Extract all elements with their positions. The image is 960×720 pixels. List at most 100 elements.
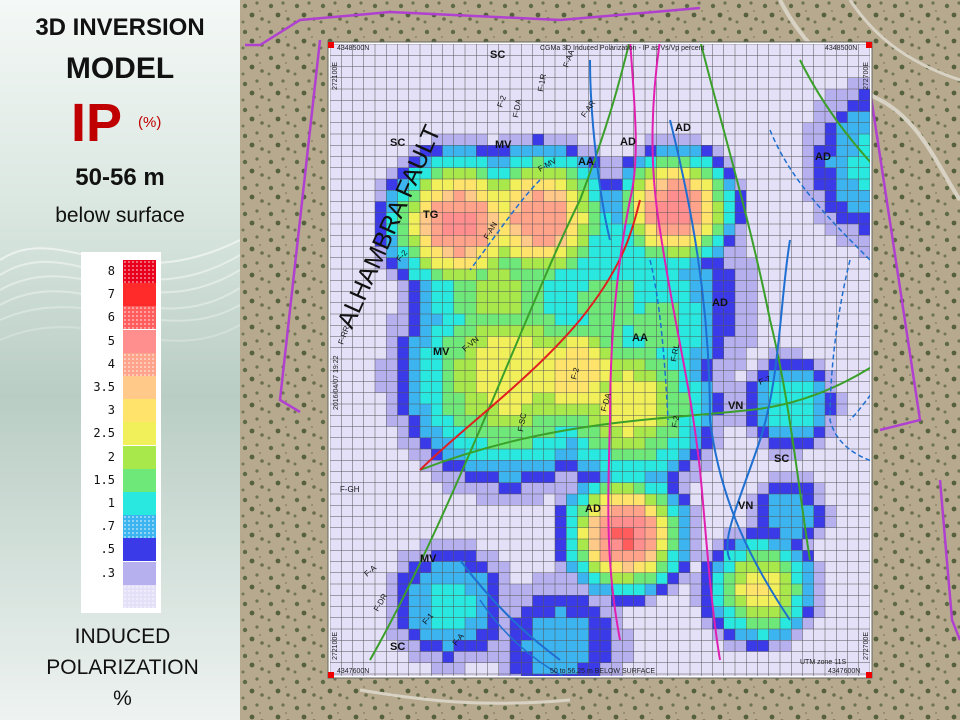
ip-cell — [645, 426, 657, 438]
ip-cell — [588, 640, 600, 652]
ip-cell — [577, 190, 589, 202]
ip-cell — [825, 539, 837, 551]
ip-cell — [487, 359, 499, 371]
ip-cell — [577, 89, 589, 101]
ip-cell — [532, 561, 544, 573]
ip-cell — [330, 134, 342, 146]
ip-cell — [825, 629, 837, 641]
ip-cell — [476, 584, 488, 596]
ip-cell — [330, 550, 342, 562]
ip-cell — [757, 359, 769, 371]
ip-cell — [622, 640, 634, 652]
ip-cell — [768, 674, 780, 676]
ip-cell — [543, 415, 555, 427]
ip-cell — [768, 404, 780, 416]
ip-cell — [768, 190, 780, 202]
ip-cell — [442, 179, 454, 191]
ip-cell — [442, 77, 454, 89]
ip-cell — [420, 314, 432, 326]
ip-cell — [690, 561, 702, 573]
ip-cell — [813, 572, 825, 584]
ip-cell — [712, 291, 724, 303]
ip-cell — [408, 572, 420, 584]
ip-cell — [510, 302, 522, 314]
ip-cell — [566, 640, 578, 652]
fault-label: F-RL — [669, 343, 681, 363]
ip-cell — [566, 224, 578, 236]
ip-cell — [330, 145, 342, 157]
ip-cell — [397, 595, 409, 607]
ip-cell — [408, 111, 420, 123]
ip-cell — [386, 190, 398, 202]
ip-cell — [622, 482, 634, 494]
ip-cell — [645, 460, 657, 472]
ip-cell — [667, 111, 679, 123]
ip-cell — [341, 224, 353, 236]
ip-cell — [712, 606, 724, 618]
ip-cell — [341, 89, 353, 101]
ip-cell — [465, 44, 477, 56]
ip-cell — [611, 246, 623, 258]
ip-cell — [487, 167, 499, 179]
ip-cell — [408, 235, 420, 247]
ip-cell — [757, 325, 769, 337]
ip-cell — [825, 201, 837, 213]
ip-cell — [431, 44, 443, 56]
ip-cell — [836, 111, 848, 123]
ip-cell — [442, 662, 454, 674]
legend-swatch — [123, 561, 156, 585]
ip-cell — [656, 44, 668, 56]
ip-cell — [645, 572, 657, 584]
ip-cell — [363, 55, 375, 67]
corner-marker — [328, 672, 334, 678]
ip-cell — [330, 505, 342, 517]
ip-cell — [330, 606, 342, 618]
ip-cell — [577, 336, 589, 348]
ip-cell — [431, 314, 443, 326]
ip-cell — [780, 89, 792, 101]
ip-cell — [363, 336, 375, 348]
ip-cell — [566, 257, 578, 269]
rock-unit-label: AD — [712, 297, 728, 309]
ip-cell — [532, 224, 544, 236]
ip-cell — [656, 437, 668, 449]
ip-cell — [397, 460, 409, 472]
ip-cell — [780, 77, 792, 89]
ip-cell — [375, 257, 387, 269]
ip-cell — [363, 246, 375, 258]
ip-cell — [633, 516, 645, 528]
ip-cell — [813, 437, 825, 449]
ip-cell — [510, 595, 522, 607]
ip-cell — [836, 437, 848, 449]
ip-cell — [453, 674, 465, 676]
ip-cell — [341, 651, 353, 663]
ip-cell — [352, 89, 364, 101]
ip-cell — [543, 505, 555, 517]
ip-cell — [701, 179, 713, 191]
ip-cell — [363, 167, 375, 179]
ip-cell — [847, 269, 859, 281]
ip-cell — [645, 336, 657, 348]
ip-cell — [791, 561, 803, 573]
ip-cell — [397, 280, 409, 292]
ip-cell — [363, 179, 375, 191]
geologic-contact — [607, 44, 637, 641]
ip-cell — [498, 257, 510, 269]
ip-cell — [420, 190, 432, 202]
ip-cell — [633, 674, 645, 676]
ip-cell — [836, 527, 848, 539]
ip-cell — [667, 437, 679, 449]
ip-cell — [532, 584, 544, 596]
ip-cell — [791, 66, 803, 78]
ip-cell — [465, 190, 477, 202]
ip-cell — [442, 89, 454, 101]
ip-cell — [352, 437, 364, 449]
ip-cell — [543, 617, 555, 629]
ip-cell — [791, 55, 803, 67]
ip-cell — [431, 370, 443, 382]
color-scale-legend: 8 7 6 5 4 3.5 3 2.5 2 1.5 1.7.5.3 — [81, 252, 161, 613]
ip-cell — [442, 167, 454, 179]
ip-cell — [690, 392, 702, 404]
ip-cell — [645, 66, 657, 78]
ip-cell — [735, 156, 747, 168]
